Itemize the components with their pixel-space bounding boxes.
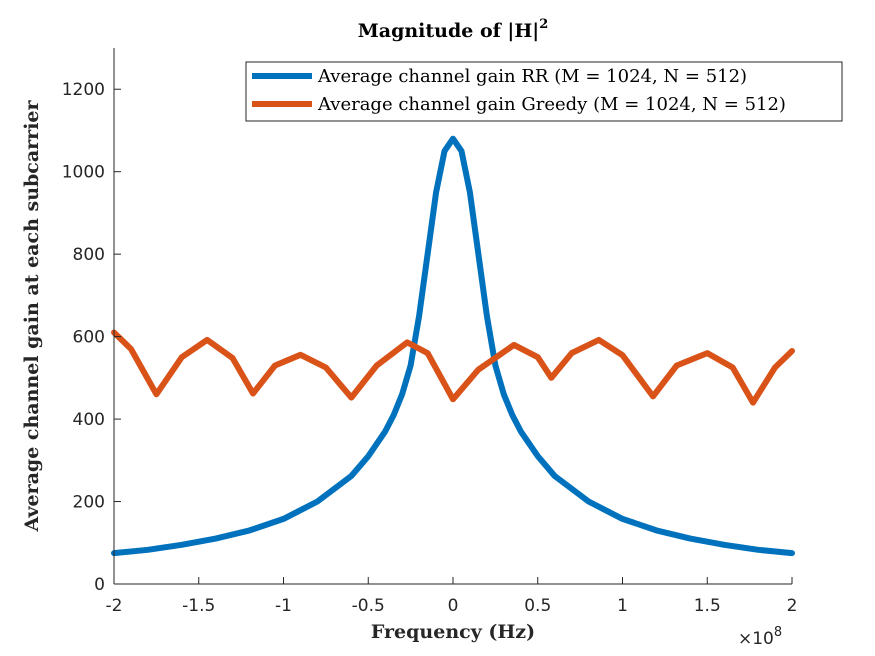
y-tick-label: 1000 [62,163,105,183]
series-layer [111,135,795,557]
x-tick-label: 1 [617,596,628,616]
x-tick-label: 0 [448,596,459,616]
series-line-1 [111,135,795,557]
x-tick-label: -1.5 [182,596,215,616]
y-tick-label: 600 [73,328,105,348]
x-ticks: -2 -1.5 -1 -0.5 0 0.5 1 1.5 2 [106,577,798,616]
y-tick-label: 400 [73,410,105,430]
y-ticks: 0 200 400 600 800 1000 1200 [62,80,121,595]
x-axis-exponent-base: ×10 [738,629,774,649]
chart-title-superscript: 2 [539,17,548,32]
x-tick-label: -2 [106,596,123,616]
x-axis-exponent-power: 8 [774,625,782,640]
x-axis-title: Frequency (Hz) [371,621,535,643]
x-axis-exponent: ×108 [738,625,782,649]
chart-title: Magnitude of |H|2 [358,17,549,42]
legend-items: Average channel gain RR (M = 1024, N = 5… [252,66,786,115]
y-tick-label: 800 [73,245,105,265]
y-tick-label: 1200 [62,80,105,100]
chart-title-text: Magnitude of |H| [358,20,539,42]
legend: Average channel gain RR (M = 1024, N = 5… [245,61,843,122]
legend-box [245,61,843,122]
x-tick-label: 1.5 [694,596,721,616]
y-tick-label: 200 [73,493,105,513]
y-tick-label: 0 [94,575,105,595]
series-line-2 [111,329,795,406]
y-axis-title: Average channel gain at each subcarrier [21,100,43,533]
x-tick-label: -0.5 [352,596,385,616]
legend-label-2: Average channel gain Greedy (M = 1024, N… [317,94,786,115]
legend-label-1: Average channel gain RR (M = 1024, N = 5… [317,66,747,87]
x-tick-label: -1 [275,596,292,616]
x-tick-label: 0.5 [524,596,551,616]
x-tick-label: 2 [787,596,798,616]
